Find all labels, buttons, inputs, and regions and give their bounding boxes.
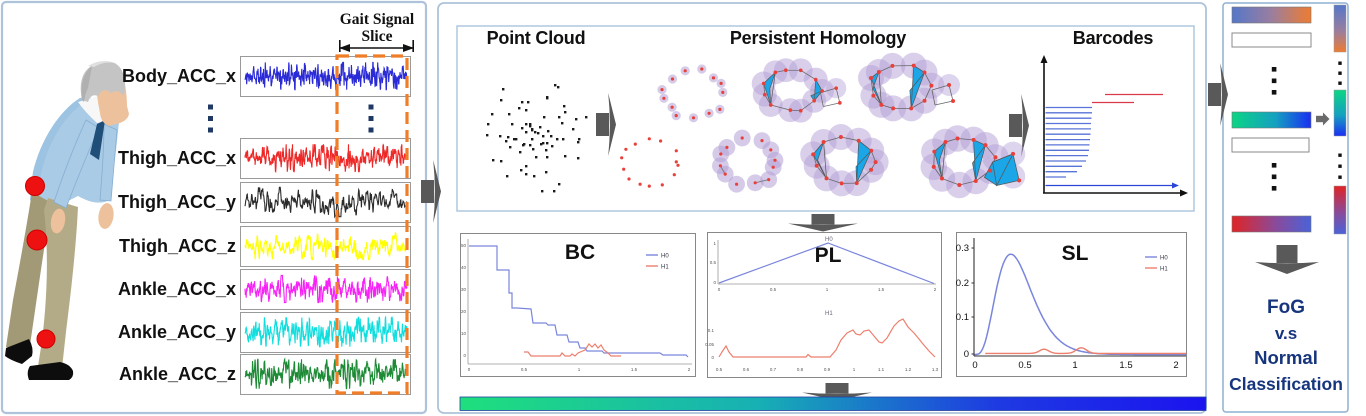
svg-text:0.9: 0.9 xyxy=(824,367,831,372)
svg-text:Thigh_ACC_x: Thigh_ACC_x xyxy=(118,148,236,168)
svg-text:SL: SL xyxy=(1062,242,1089,265)
svg-text:0: 0 xyxy=(964,349,969,360)
svg-text:0.5: 0.5 xyxy=(1018,360,1031,371)
svg-text:1.1: 1.1 xyxy=(878,367,885,372)
svg-text:H1: H1 xyxy=(1160,267,1168,273)
svg-text:0: 0 xyxy=(713,280,716,285)
svg-text:0: 0 xyxy=(972,360,977,371)
svg-text:Slice: Slice xyxy=(362,28,393,45)
svg-text:0.5: 0.5 xyxy=(521,367,528,372)
svg-text:BC: BC xyxy=(565,241,595,264)
svg-text:30: 30 xyxy=(461,287,467,292)
svg-text:Ankle_ACC_z: Ankle_ACC_z xyxy=(119,364,236,384)
svg-text:50: 50 xyxy=(461,243,467,248)
svg-text:20: 20 xyxy=(461,309,467,314)
svg-text:0.3: 0.3 xyxy=(956,243,969,254)
svg-text:1.3: 1.3 xyxy=(932,367,939,372)
svg-text:H0: H0 xyxy=(825,237,833,243)
svg-text:Thigh_ACC_z: Thigh_ACC_z xyxy=(119,236,236,256)
svg-text:H1: H1 xyxy=(661,265,669,271)
svg-text:2: 2 xyxy=(688,367,691,372)
svg-text:Ankle_ACC_x: Ankle_ACC_x xyxy=(118,279,236,299)
svg-text:2: 2 xyxy=(1173,360,1178,371)
svg-text:2: 2 xyxy=(934,287,937,292)
svg-text:Point Cloud: Point Cloud xyxy=(487,28,586,48)
svg-text:Barcodes: Barcodes xyxy=(1073,28,1154,48)
svg-text:v.s: v.s xyxy=(1275,324,1297,343)
svg-text:0.1: 0.1 xyxy=(708,328,715,333)
svg-text:10: 10 xyxy=(461,331,467,336)
svg-text:Body_ACC_x: Body_ACC_x xyxy=(122,66,236,86)
svg-text:Ankle_ACC_y: Ankle_ACC_y xyxy=(118,322,236,342)
svg-text:FoG: FoG xyxy=(1267,297,1305,318)
svg-text:0.5: 0.5 xyxy=(716,367,723,372)
svg-text:PL: PL xyxy=(815,244,842,267)
svg-text:0.05: 0.05 xyxy=(705,342,714,347)
svg-text:1: 1 xyxy=(1072,360,1077,371)
svg-text:0.5: 0.5 xyxy=(770,287,777,292)
svg-text:Gait Signal: Gait Signal xyxy=(340,11,415,28)
svg-text:0.5: 0.5 xyxy=(710,260,717,265)
svg-text:1: 1 xyxy=(853,367,856,372)
svg-text:1: 1 xyxy=(578,367,581,372)
svg-text:1: 1 xyxy=(713,241,716,246)
svg-text:1.5: 1.5 xyxy=(631,367,638,372)
svg-text:0: 0 xyxy=(711,355,714,360)
svg-text:1.5: 1.5 xyxy=(878,287,885,292)
svg-text:1.5: 1.5 xyxy=(1119,360,1132,371)
svg-text:0.8: 0.8 xyxy=(797,367,804,372)
svg-text:0: 0 xyxy=(718,287,721,292)
svg-text:0.2: 0.2 xyxy=(956,278,969,289)
svg-text:Normal: Normal xyxy=(1254,347,1318,368)
svg-text:1.2: 1.2 xyxy=(905,367,912,372)
svg-text:0.1: 0.1 xyxy=(956,312,969,323)
svg-text:Thigh_ACC_y: Thigh_ACC_y xyxy=(118,192,236,212)
svg-text:H1: H1 xyxy=(825,311,833,317)
svg-text:0: 0 xyxy=(468,367,471,372)
svg-text:0: 0 xyxy=(463,353,466,358)
svg-text:Persistent Homology: Persistent Homology xyxy=(730,28,906,48)
svg-text:H0: H0 xyxy=(661,254,669,260)
svg-text:40: 40 xyxy=(461,265,467,270)
svg-text:1: 1 xyxy=(826,287,829,292)
svg-text:0.7: 0.7 xyxy=(770,367,777,372)
svg-text:0.6: 0.6 xyxy=(743,367,750,372)
svg-text:H0: H0 xyxy=(1160,256,1168,262)
svg-text:Classification: Classification xyxy=(1229,374,1343,394)
